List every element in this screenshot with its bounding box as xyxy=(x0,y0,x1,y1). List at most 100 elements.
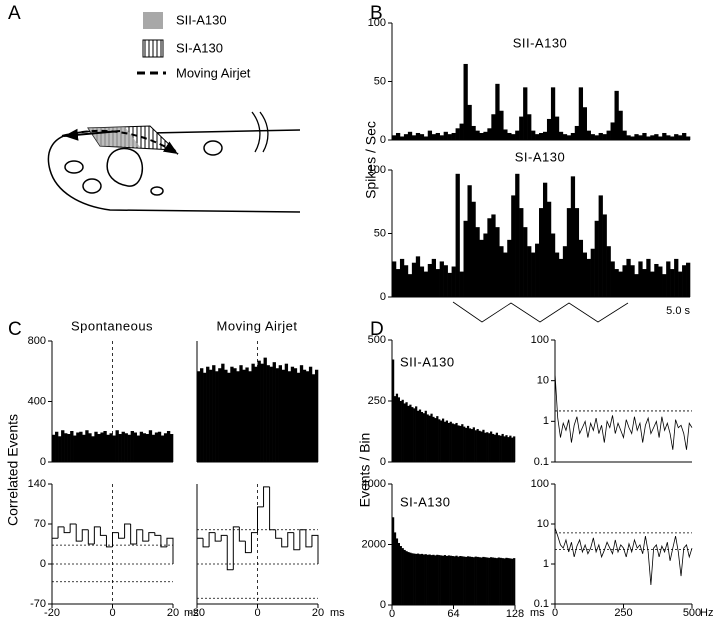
bar xyxy=(479,132,484,140)
bar xyxy=(472,557,475,605)
bar xyxy=(284,363,289,462)
legend-label: Moving Airjet xyxy=(176,65,251,80)
bar xyxy=(582,252,587,297)
step xyxy=(118,532,125,539)
bar xyxy=(230,366,234,462)
bar xyxy=(535,134,540,140)
bar xyxy=(260,363,264,462)
y-tick-label: 10 xyxy=(537,518,549,530)
step xyxy=(130,524,137,545)
bar xyxy=(106,434,110,462)
y-tick-label: 800 xyxy=(28,335,46,347)
bar xyxy=(634,274,639,297)
bar xyxy=(393,532,397,605)
bar xyxy=(678,135,683,140)
step xyxy=(57,526,65,539)
bar xyxy=(94,431,98,462)
bar xyxy=(570,132,576,140)
bar xyxy=(594,135,599,140)
bar xyxy=(395,132,401,140)
bar xyxy=(397,542,400,605)
bar xyxy=(503,252,508,297)
bar xyxy=(431,134,437,140)
bar xyxy=(507,437,510,462)
bar xyxy=(447,555,450,605)
bar xyxy=(411,262,417,297)
bar xyxy=(428,554,431,605)
bar xyxy=(439,261,444,297)
bar xyxy=(393,396,397,462)
bar xyxy=(405,551,408,605)
x-tick-label: -20 xyxy=(44,607,60,619)
bar xyxy=(453,556,456,605)
step xyxy=(63,526,71,534)
bar xyxy=(546,201,552,297)
bar xyxy=(431,258,437,297)
bar xyxy=(451,132,456,140)
step xyxy=(299,529,306,550)
x-tick-label: 0 xyxy=(552,607,558,619)
bar xyxy=(650,271,655,297)
bar xyxy=(423,136,429,140)
step xyxy=(287,532,294,547)
bar xyxy=(686,262,691,297)
bar xyxy=(495,227,500,297)
bar xyxy=(148,430,153,462)
y-tick-label: 100 xyxy=(531,334,549,346)
y-tick-label: 4000 xyxy=(362,478,386,490)
y-tick-label: 0 xyxy=(380,456,386,468)
bar xyxy=(212,365,216,462)
bar xyxy=(130,430,134,462)
bar xyxy=(221,363,225,462)
bar xyxy=(302,369,307,462)
bar xyxy=(666,135,671,140)
airjet-arrow xyxy=(63,128,121,141)
x-tick-label: 128 xyxy=(506,608,524,620)
bar xyxy=(436,416,439,462)
bar xyxy=(447,272,452,297)
bar xyxy=(278,365,282,462)
y-tick-label: 100 xyxy=(531,478,549,490)
y-tick-label: 10 xyxy=(537,375,549,387)
bar xyxy=(151,434,156,462)
x-tick-label: 20 xyxy=(312,607,324,619)
y-tick-label: 500 xyxy=(368,334,386,346)
bar xyxy=(254,366,258,462)
bar xyxy=(124,433,128,462)
bar xyxy=(507,558,510,605)
bar xyxy=(451,555,454,605)
pad xyxy=(203,140,223,156)
legend-swatch xyxy=(143,12,163,29)
bar xyxy=(248,371,252,462)
bar xyxy=(618,110,623,140)
bar xyxy=(634,134,639,140)
step xyxy=(124,523,131,539)
bar xyxy=(112,435,116,462)
stimulus-trace xyxy=(452,301,629,323)
bar xyxy=(236,371,240,462)
bar xyxy=(495,432,499,462)
bar xyxy=(493,434,497,462)
bar xyxy=(658,136,663,140)
bar xyxy=(475,130,480,140)
step xyxy=(87,529,95,545)
x-axis-label: ms xyxy=(184,607,199,619)
bar xyxy=(413,408,416,462)
y-tick-label: 0 xyxy=(380,134,386,146)
bar xyxy=(449,421,452,462)
y-tick-label: 0 xyxy=(380,291,386,303)
panel-label: D xyxy=(370,319,384,340)
bar xyxy=(491,433,495,462)
bar xyxy=(245,367,249,462)
step xyxy=(269,486,276,531)
bar xyxy=(455,422,458,462)
bar xyxy=(463,426,466,462)
step xyxy=(311,534,319,564)
bar xyxy=(401,399,404,462)
bar xyxy=(443,555,447,605)
bar xyxy=(670,269,675,297)
bar xyxy=(133,432,137,462)
bar xyxy=(505,557,508,605)
bar xyxy=(426,554,429,605)
